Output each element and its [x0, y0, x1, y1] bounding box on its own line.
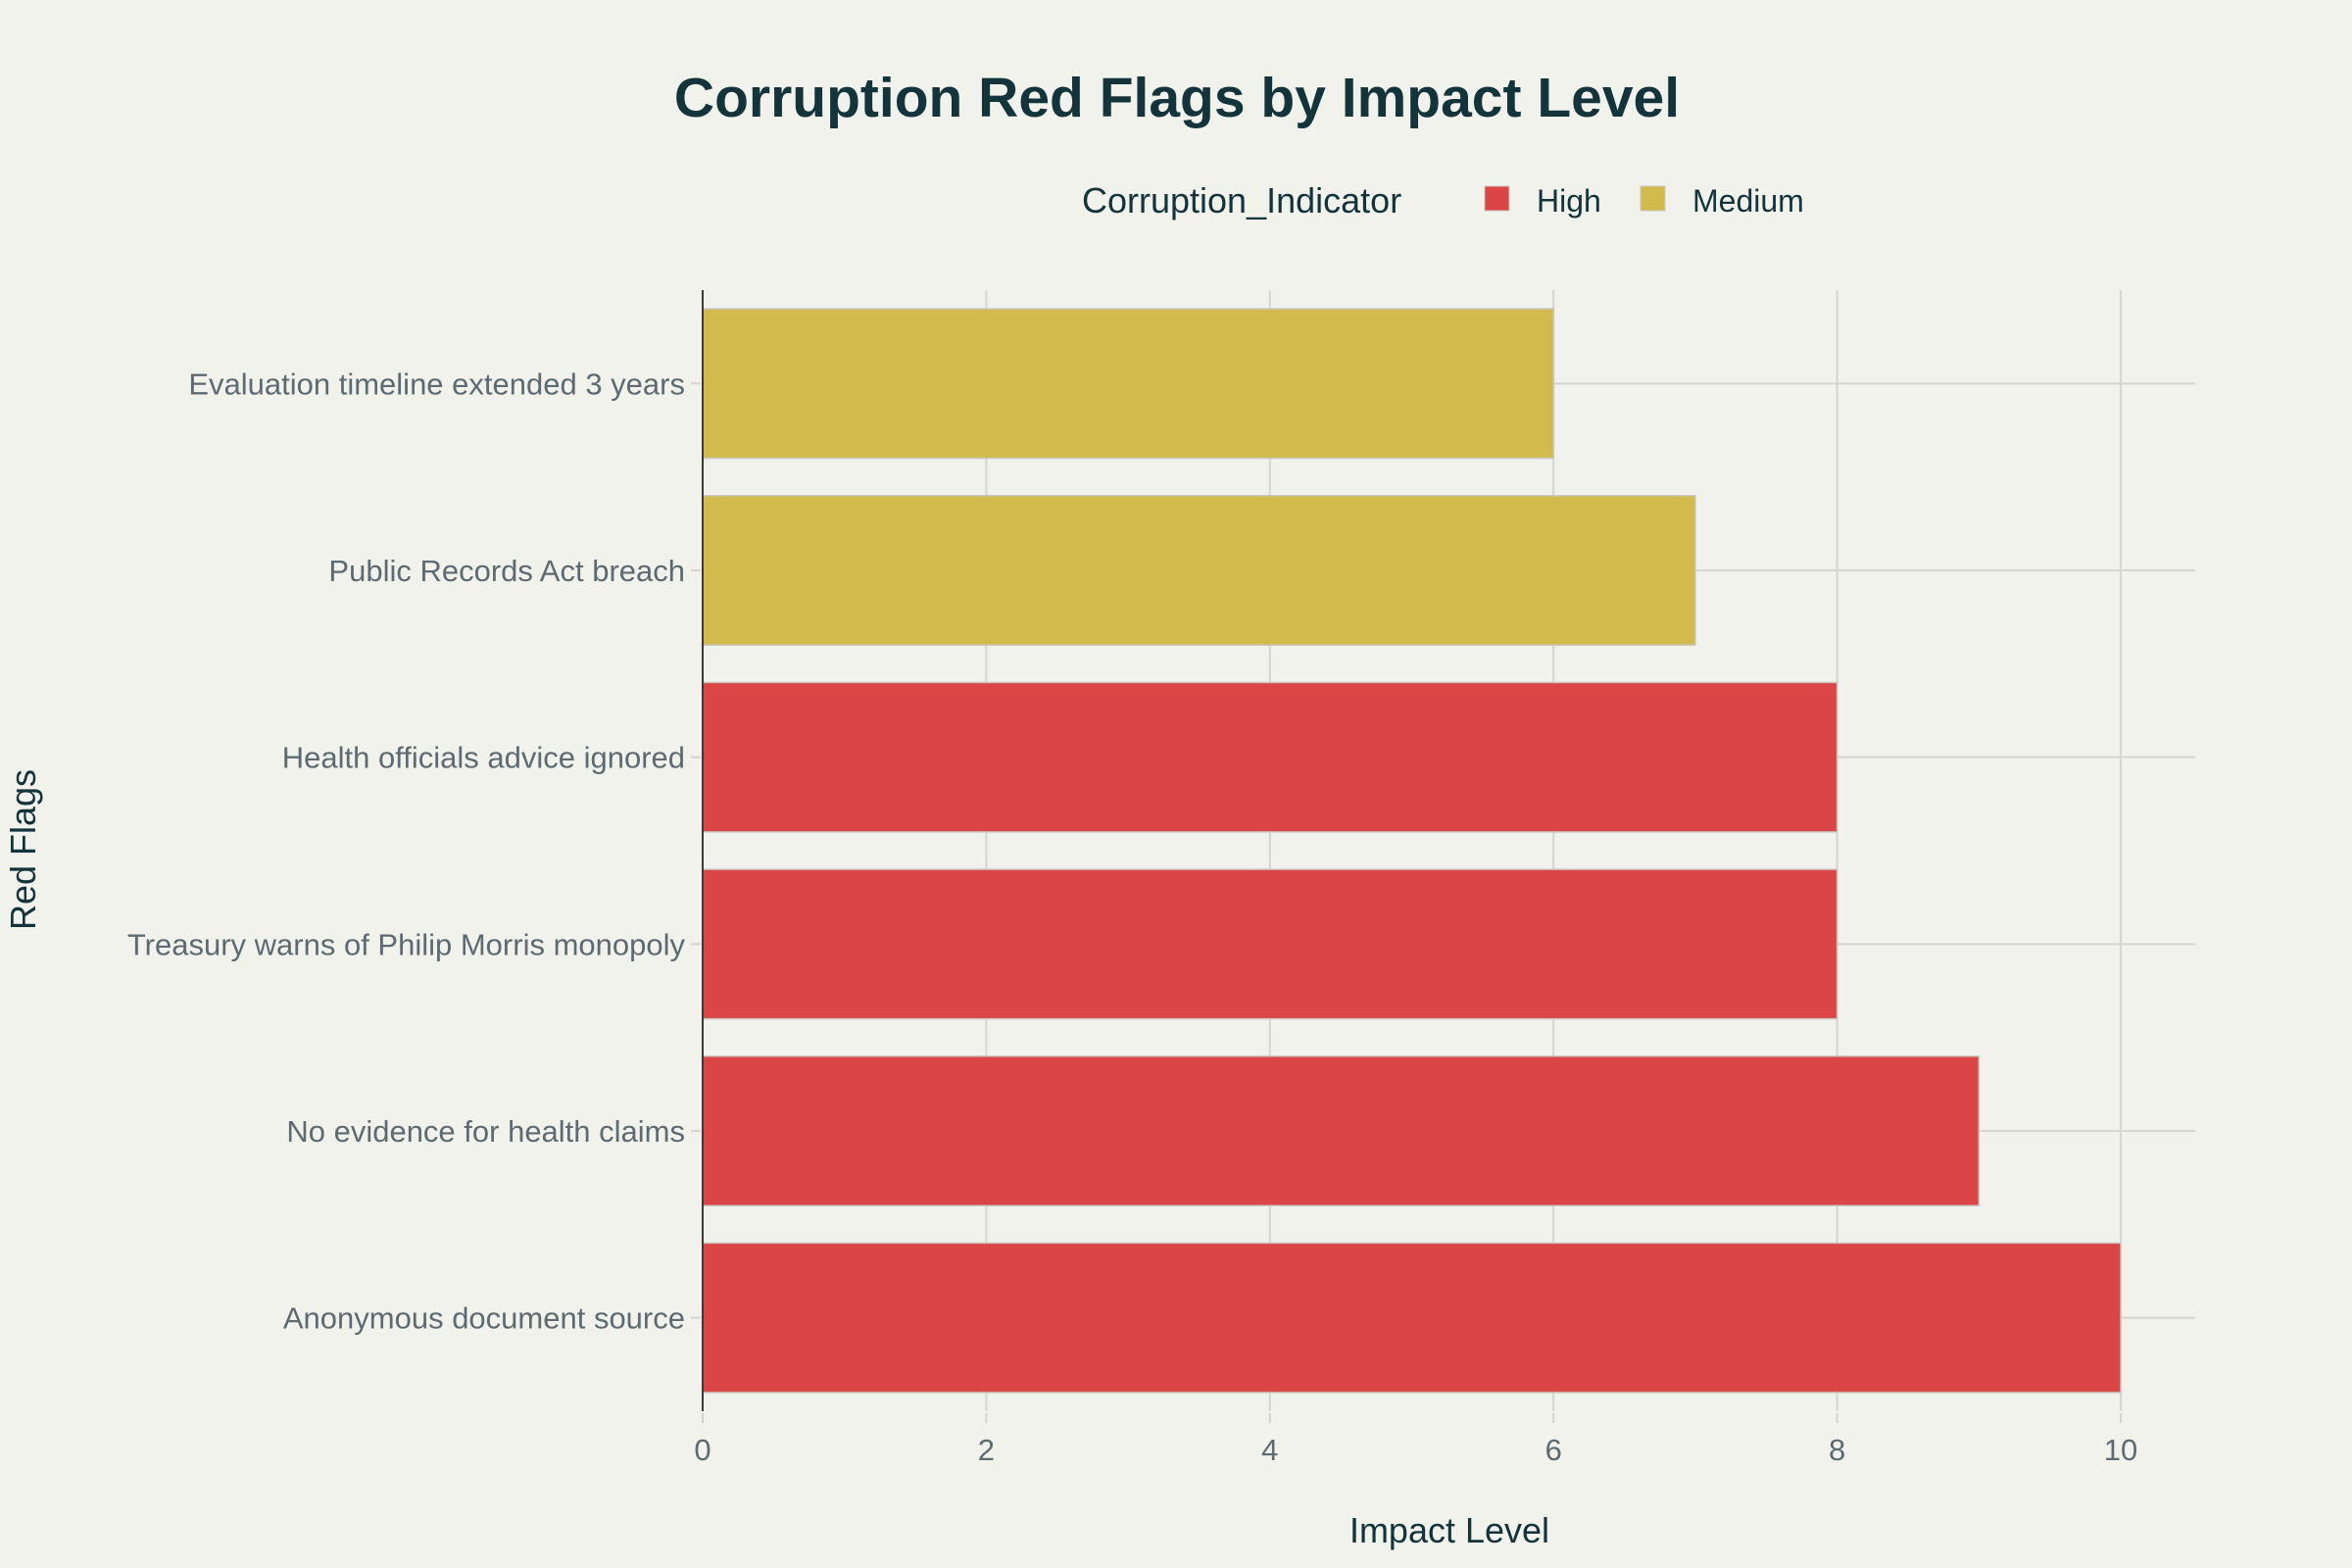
x-tick-label: 4: [1261, 1433, 1278, 1467]
y-tick-label: Evaluation timeline extended 3 years: [188, 367, 685, 401]
y-tick-label: Treasury warns of Philip Morris monopoly: [127, 927, 686, 961]
legend-title: Corruption_Indicator: [1082, 180, 1401, 220]
y-tick-label: Public Records Act breach: [328, 554, 685, 588]
x-axis-title: Impact Level: [1349, 1510, 1549, 1550]
bar-high[interactable]: [702, 1054, 1981, 1207]
y-tick-label: Health officials advice ignored: [282, 741, 685, 775]
x-tick-label: 2: [978, 1433, 995, 1467]
x-tick-label: 0: [694, 1433, 710, 1467]
x-tick-label: 6: [1545, 1433, 1562, 1467]
bars: [702, 308, 2122, 1394]
chart-title: Corruption Red Flags by Impact Level: [674, 67, 1680, 129]
bar-high[interactable]: [702, 1242, 2122, 1394]
bar-medium[interactable]: [702, 308, 1554, 460]
y-tick-label: No evidence for health claims: [286, 1114, 685, 1149]
legend-swatch-medium: [1640, 185, 1666, 212]
legend-item-high[interactable]: High: [1484, 183, 1601, 219]
y-axis-ticks: Evaluation timeline extended 3 years Publ…: [127, 367, 701, 1336]
x-tick-label: 10: [2104, 1433, 2137, 1467]
bar-medium[interactable]: [702, 494, 1696, 647]
bar-high[interactable]: [702, 868, 1838, 1020]
y-axis-title: Red Flags: [3, 769, 43, 930]
y-tick-label: Anonymous document source: [283, 1301, 685, 1336]
x-tick-label: 8: [1829, 1433, 1845, 1467]
legend-label-medium: Medium: [1692, 183, 1804, 219]
legend: Corruption_Indicator High Medium: [1082, 180, 1804, 220]
x-axis-ticks: 0 2 4 6 8 10: [694, 1413, 2137, 1467]
legend-label-high: High: [1537, 183, 1601, 219]
legend-swatch-high: [1484, 185, 1510, 212]
bar-high[interactable]: [702, 681, 1838, 833]
legend-item-medium[interactable]: Medium: [1640, 183, 1804, 219]
